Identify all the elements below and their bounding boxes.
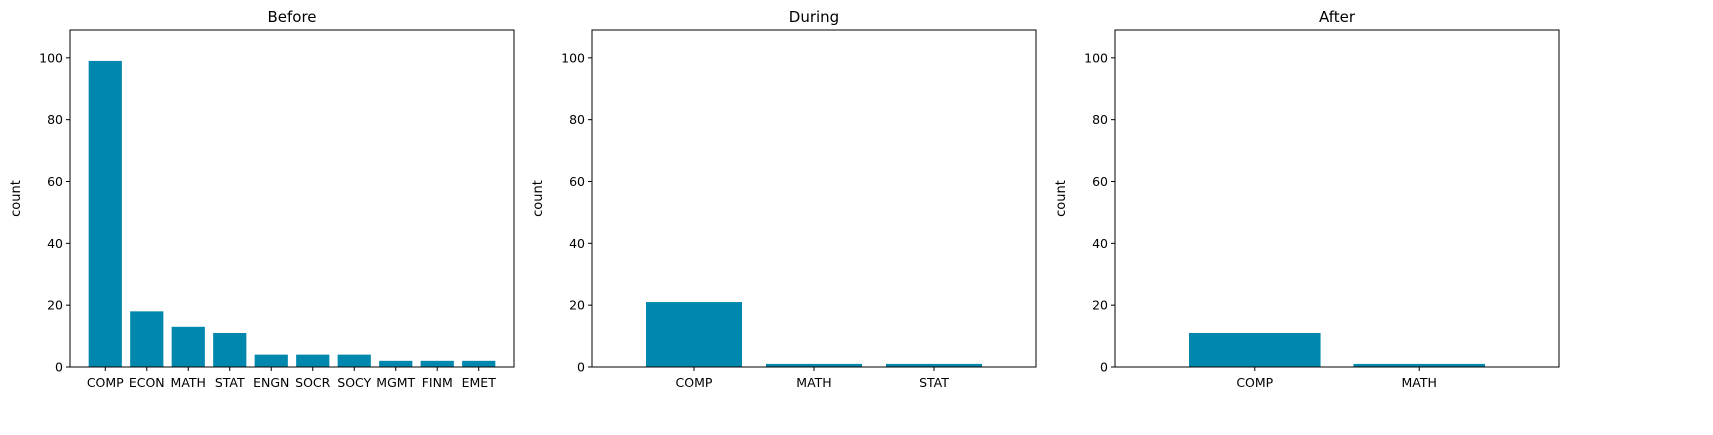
- bar-stat: [886, 363, 982, 367]
- x-tick-label: FINM: [422, 375, 453, 390]
- chart-title: After: [1319, 8, 1356, 26]
- x-tick-label: STAT: [919, 375, 949, 390]
- axes-frame: [591, 29, 1037, 368]
- bar-stat: [213, 332, 247, 367]
- x-tick-label: STAT: [215, 375, 245, 390]
- y-tick-label: 60: [1092, 174, 1108, 189]
- bar-engn: [254, 354, 288, 367]
- y-tick-label: 80: [1092, 112, 1108, 127]
- y-tick-label: 40: [569, 236, 585, 251]
- y-axis-label: count: [9, 180, 24, 217]
- bar-socy: [337, 354, 371, 367]
- y-tick-label: 40: [1092, 236, 1108, 251]
- x-tick-label: MATH: [1402, 375, 1437, 390]
- bar-mgmt: [379, 360, 413, 367]
- bar-emet: [462, 360, 496, 367]
- x-tick-label: MATH: [796, 375, 831, 390]
- x-tick-label: COMP: [1236, 375, 1273, 390]
- x-tick-label: SOCY: [337, 375, 371, 390]
- x-tick-label: MATH: [171, 375, 206, 390]
- x-tick-label: SOCR: [295, 375, 331, 390]
- bar-econ: [130, 311, 164, 367]
- bar-math: [766, 363, 862, 367]
- y-tick-label: 100: [39, 50, 63, 65]
- bar-comp: [1189, 332, 1321, 367]
- y-tick-label: 60: [569, 174, 585, 189]
- chart-title: Before: [267, 8, 316, 26]
- chart-panel-before: COMP ECON MATH STAT ENGN SOCR SOCY MGMT FINM EMET…: [9, 8, 515, 390]
- x-tick-label: COMP: [87, 375, 124, 390]
- y-tick-label: 80: [569, 112, 585, 127]
- x-tick-label: COMP: [676, 375, 713, 390]
- x-tick-label: ECON: [129, 375, 165, 390]
- y-axis-label: count: [1054, 180, 1069, 217]
- bar-math: [1353, 363, 1485, 367]
- y-tick-label: 0: [577, 360, 585, 375]
- y-tick-label: 40: [47, 236, 63, 251]
- y-tick-label: 20: [569, 298, 585, 313]
- bar-finm: [420, 360, 454, 367]
- chart-panel-after: COMP MATH 0 20 40 60 80 100 After count: [1054, 8, 1560, 390]
- y-tick-label: 20: [1092, 298, 1108, 313]
- y-tick-label: 0: [55, 360, 63, 375]
- y-tick-label: 100: [1084, 50, 1108, 65]
- y-tick-label: 60: [47, 174, 63, 189]
- x-tick-label: EMET: [462, 375, 497, 390]
- axes-frame: [69, 29, 515, 368]
- bar-comp: [88, 60, 122, 368]
- y-tick-label: 20: [47, 298, 63, 313]
- chart-title: During: [789, 8, 839, 26]
- x-tick-label: MGMT: [376, 375, 415, 390]
- bar-math: [171, 326, 205, 367]
- chart-panel-during: COMP MATH STAT 0 20 40 60 80 100 During count: [531, 8, 1037, 390]
- bar-comp: [646, 302, 742, 367]
- y-tick-label: 100: [561, 50, 585, 65]
- y-tick-label: 0: [1100, 360, 1108, 375]
- x-tick-label: ENGN: [253, 375, 289, 390]
- y-axis-label: count: [531, 180, 546, 217]
- axes-frame: [1114, 29, 1560, 368]
- y-tick-label: 80: [47, 112, 63, 127]
- bar-socr: [296, 354, 330, 367]
